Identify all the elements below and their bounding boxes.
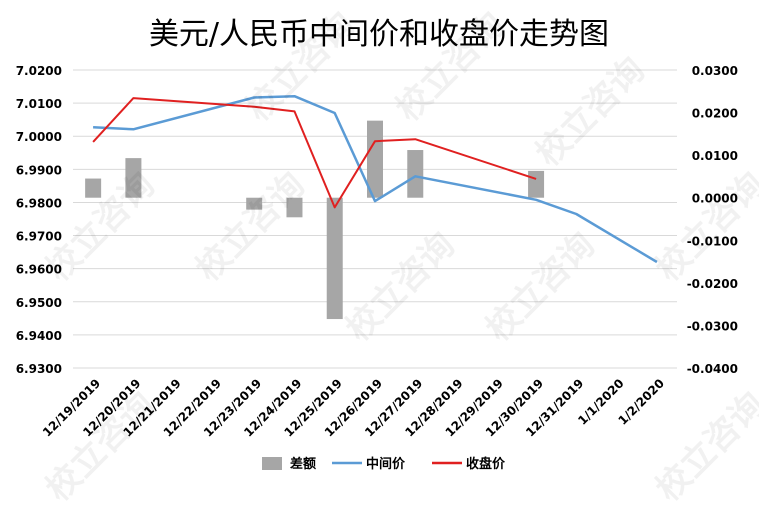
right-tick-label: 0.0300 [692,64,738,78]
bar-series-diff [85,120,545,320]
legend-swatch-bar [262,457,282,470]
left-tick-label: 6.9600 [16,263,62,277]
bar-diff [326,197,343,320]
left-tick-label: 6.9500 [16,296,62,310]
right-tick-label: -0.0100 [687,234,738,248]
bar-diff [286,197,303,218]
right-tick-label: 0.0200 [692,107,738,121]
left-tick-label: 7.0100 [16,97,62,111]
line-mid-price [93,94,658,264]
bar-diff [246,197,263,210]
right-tick-label: -0.0300 [687,319,738,333]
left-tick-label: 6.9800 [16,196,62,210]
line-series-group [92,94,658,264]
left-axis-ticks: 7.0200 7.0100 7.0000 6.9900 6.9800 6.9700 6.96… [16,64,62,376]
gridlines [73,69,677,369]
bar-diff [125,158,142,198]
chart-title: 美元/人民币中间价和收盘价走势图 [149,17,609,52]
right-axis-ticks: 0.0300 0.0200 0.0100 0.0000 -0.0100 -0.0200 -0… [687,64,738,376]
bar-diff [85,178,102,198]
left-tick-label: 7.0000 [16,130,62,144]
right-tick-label: -0.0200 [687,277,738,291]
left-tick-label: 6.9300 [16,362,62,376]
legend-label: 差额 [290,456,316,472]
right-tick-label: -0.0400 [687,362,738,376]
legend-label: 中间价 [366,456,406,472]
bar-diff [528,170,545,198]
x-axis-ticks: 12/19/201912/20/201912/21/201912/22/2019… [40,376,667,439]
left-tick-label: 7.0200 [16,64,62,78]
line-close-price [92,97,537,209]
bar-diff [407,150,424,198]
legend: 差额 中间价 收盘价 [262,456,506,472]
right-tick-label: 0.0000 [692,192,738,206]
chart-canvas: 美元/人民币中间价和收盘价走势图 7.0200 7.0100 7.0000 6.990… [16,17,738,472]
left-tick-label: 6.9700 [16,230,62,244]
left-tick-label: 6.9400 [16,329,62,343]
left-tick-label: 6.9900 [16,163,62,177]
right-tick-label: 0.0100 [692,149,738,163]
bar-diff [367,120,383,198]
legend-label: 收盘价 [466,456,506,472]
